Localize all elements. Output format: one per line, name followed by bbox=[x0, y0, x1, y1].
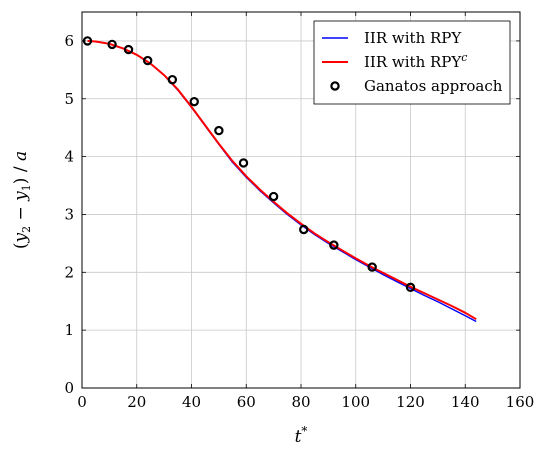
data-point bbox=[189, 96, 199, 107]
x-tick-label: 20 bbox=[127, 393, 146, 411]
data-point bbox=[82, 36, 93, 46]
data-point bbox=[299, 224, 309, 235]
y-tick-label: 2 bbox=[64, 263, 74, 281]
data-point bbox=[107, 39, 117, 50]
plot-frame bbox=[81, 11, 521, 389]
legend-label-1: IIR with RPY bbox=[364, 29, 462, 47]
x-axis-label: t* bbox=[295, 424, 308, 447]
y-axis-ticks: 0 1 2 3 4 5 6 bbox=[64, 32, 520, 397]
x-tick-label: 100 bbox=[341, 393, 370, 411]
legend: IIR with RPY IIR with RPYc Ganatos approac… bbox=[313, 20, 511, 105]
data-point bbox=[329, 240, 339, 250]
x-tick-label: 60 bbox=[237, 393, 256, 411]
data-point bbox=[142, 55, 153, 66]
x-axis-label-superscript: * bbox=[301, 424, 307, 438]
y-tick-label: 1 bbox=[64, 321, 74, 339]
legend-label-2: IIR with RPYc bbox=[364, 51, 467, 71]
series-line-2 bbox=[87, 39, 477, 321]
y-tick-label: 3 bbox=[64, 205, 74, 223]
x-tick-label: 120 bbox=[396, 393, 425, 411]
y-tick-label: 4 bbox=[64, 148, 74, 166]
data-point bbox=[268, 191, 279, 202]
data-point bbox=[405, 282, 416, 293]
x-axis-label-base: t bbox=[295, 427, 302, 447]
legend-swatch-3 bbox=[330, 81, 340, 91]
data-point bbox=[167, 74, 178, 85]
x-tick-label: 160 bbox=[506, 393, 535, 411]
y-tick-label: 6 bbox=[64, 32, 74, 50]
data-point bbox=[238, 158, 249, 168]
x-tick-label: 80 bbox=[291, 393, 310, 411]
data-point bbox=[123, 44, 134, 55]
legend-label-3: Ganatos approach bbox=[364, 77, 503, 95]
series-layer bbox=[82, 36, 477, 323]
data-point bbox=[367, 262, 377, 272]
y-tick-label: 5 bbox=[64, 90, 74, 108]
x-axis-ticks: 0 20 40 60 80 100 120 140 160 bbox=[77, 12, 534, 411]
y-tick-label: 0 bbox=[64, 379, 74, 397]
data-point bbox=[214, 125, 224, 136]
x-tick-label: 140 bbox=[451, 393, 480, 411]
y-axis-label: (y2 − y1) / a bbox=[11, 151, 33, 249]
x-tick-label: 0 bbox=[77, 393, 87, 411]
x-tick-label: 40 bbox=[182, 393, 201, 411]
